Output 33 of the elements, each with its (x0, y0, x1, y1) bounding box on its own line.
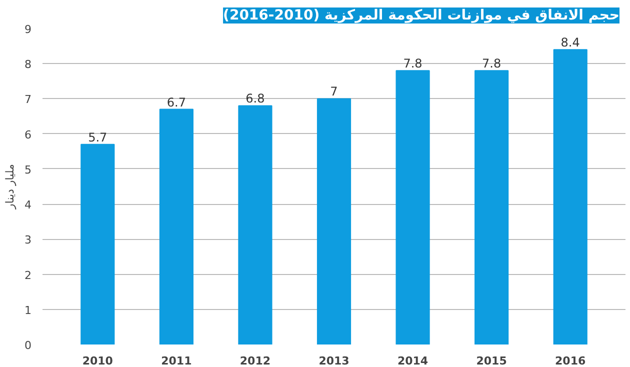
y-tick-label: 3 (24, 234, 32, 247)
x-tick-label: 2010 (82, 354, 114, 367)
y-tick-label: 0 (24, 339, 32, 352)
x-tick-label: 2014 (397, 354, 428, 367)
x-tick-label: 2016 (555, 354, 586, 367)
data-label: 5.7 (88, 130, 108, 144)
y-tick-label: 5 (24, 163, 32, 176)
bar (553, 49, 588, 344)
y-tick-label: 7 (24, 93, 32, 106)
x-tick-label: 2011 (161, 354, 192, 367)
data-label: 7.8 (403, 56, 422, 71)
y-tick-label: 9 (24, 23, 32, 36)
x-tick-label: 2012 (240, 354, 271, 367)
bar (159, 108, 194, 344)
bar (316, 98, 352, 344)
bar (396, 70, 430, 344)
y-tick-label: 1 (24, 304, 32, 317)
x-tick-label: 2013 (318, 354, 350, 367)
bar (238, 105, 272, 344)
y-tick-label: 2 (24, 268, 32, 282)
bar (80, 144, 115, 344)
data-label: 6.8 (246, 92, 265, 106)
bar (474, 70, 509, 344)
chart-title: حجم الانفاق في موازنات الحكومة المركزية (2010-2016) (223, 8, 620, 24)
y-tick-label: 6 (24, 128, 32, 142)
data-label: 7 (330, 84, 338, 99)
data-label: 7.8 (482, 56, 502, 71)
y-axis-title: مليار دينار (4, 164, 16, 210)
x-tick-label: 2015 (476, 354, 507, 367)
y-tick-label: 4 (24, 198, 32, 212)
data-label: 8.4 (560, 36, 580, 50)
data-label: 6.7 (166, 95, 186, 110)
y-tick-label: 8 (24, 58, 32, 72)
